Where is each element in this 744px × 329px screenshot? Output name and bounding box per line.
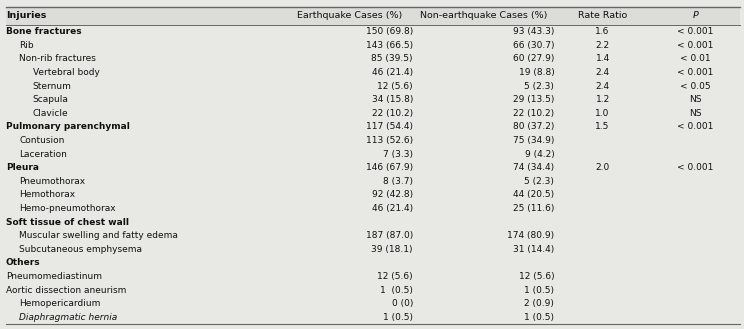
Text: 2.2: 2.2 (596, 41, 609, 50)
Text: Others: Others (6, 258, 41, 267)
Text: Scapula: Scapula (33, 95, 68, 104)
Text: Pneumomediastinum: Pneumomediastinum (6, 272, 102, 281)
Text: < 0.001: < 0.001 (678, 27, 713, 36)
Text: 7 (3.3): 7 (3.3) (383, 150, 413, 159)
Text: 2.4: 2.4 (596, 82, 609, 90)
Text: Bone fractures: Bone fractures (6, 27, 82, 36)
Text: < 0.001: < 0.001 (678, 68, 713, 77)
Text: 2.4: 2.4 (596, 68, 609, 77)
Text: < 0.05: < 0.05 (680, 82, 711, 90)
Text: 1.0: 1.0 (595, 109, 610, 118)
Text: Rate Ratio: Rate Ratio (578, 11, 627, 20)
Text: Vertebral body: Vertebral body (33, 68, 100, 77)
Text: 1 (0.5): 1 (0.5) (525, 313, 554, 322)
Text: Non-earthquake Cases (%): Non-earthquake Cases (%) (420, 11, 548, 20)
Text: Contusion: Contusion (19, 136, 65, 145)
Text: 1 (0.5): 1 (0.5) (383, 313, 413, 322)
Text: 31 (14.4): 31 (14.4) (513, 245, 554, 254)
Text: Soft tissue of chest wall: Soft tissue of chest wall (6, 217, 129, 227)
Text: Laceration: Laceration (19, 150, 67, 159)
Text: < 0.001: < 0.001 (678, 122, 713, 131)
Text: 113 (52.6): 113 (52.6) (366, 136, 413, 145)
Text: 1  (0.5): 1 (0.5) (380, 286, 413, 294)
Text: Aortic dissection aneurism: Aortic dissection aneurism (6, 286, 126, 294)
Text: 0 (0): 0 (0) (391, 299, 413, 308)
Text: Pneumothorax: Pneumothorax (19, 177, 86, 186)
Text: 12 (5.6): 12 (5.6) (377, 272, 413, 281)
Text: 5 (2.3): 5 (2.3) (525, 177, 554, 186)
Text: NS: NS (690, 109, 702, 118)
Text: 74 (34.4): 74 (34.4) (513, 163, 554, 172)
Text: Non-rib fractures: Non-rib fractures (19, 54, 96, 63)
Text: Rib: Rib (19, 41, 34, 50)
Text: Diaphragmatic hernia: Diaphragmatic hernia (19, 313, 118, 322)
Text: 93 (43.3): 93 (43.3) (513, 27, 554, 36)
Text: Sternum: Sternum (33, 82, 71, 90)
Text: 1.4: 1.4 (595, 54, 610, 63)
Text: Earthquake Cases (%): Earthquake Cases (%) (297, 11, 403, 20)
Text: Hemopericardium: Hemopericardium (19, 299, 100, 308)
Text: 66 (30.7): 66 (30.7) (513, 41, 554, 50)
Text: 12 (5.6): 12 (5.6) (377, 82, 413, 90)
Text: 150 (69.8): 150 (69.8) (365, 27, 413, 36)
Text: 1.5: 1.5 (595, 122, 610, 131)
Text: Subcutaneous emphysema: Subcutaneous emphysema (19, 245, 142, 254)
Text: 85 (39.5): 85 (39.5) (371, 54, 413, 63)
Text: Hemothorax: Hemothorax (19, 190, 75, 199)
Bar (6, 7, 740, 25)
Text: 117 (54.4): 117 (54.4) (366, 122, 413, 131)
Text: 9 (4.2): 9 (4.2) (525, 150, 554, 159)
Text: 75 (34.9): 75 (34.9) (513, 136, 554, 145)
Text: 8 (3.7): 8 (3.7) (383, 177, 413, 186)
Text: 174 (80.9): 174 (80.9) (507, 231, 554, 240)
Text: 44 (20.5): 44 (20.5) (513, 190, 554, 199)
Text: 187 (87.0): 187 (87.0) (365, 231, 413, 240)
Text: 29 (13.5): 29 (13.5) (513, 95, 554, 104)
Text: < 0.001: < 0.001 (678, 163, 713, 172)
Text: P: P (693, 11, 699, 20)
Text: 25 (11.6): 25 (11.6) (513, 204, 554, 213)
Text: 22 (10.2): 22 (10.2) (513, 109, 554, 118)
Text: 1 (0.5): 1 (0.5) (525, 286, 554, 294)
Text: Muscular swelling and fatty edema: Muscular swelling and fatty edema (19, 231, 179, 240)
Text: 46 (21.4): 46 (21.4) (372, 204, 413, 213)
Text: 12 (5.6): 12 (5.6) (519, 272, 554, 281)
Text: 19 (8.8): 19 (8.8) (519, 68, 554, 77)
Text: 39 (18.1): 39 (18.1) (371, 245, 413, 254)
Text: 92 (42.8): 92 (42.8) (372, 190, 413, 199)
Text: NS: NS (690, 95, 702, 104)
Text: Pleura: Pleura (6, 163, 39, 172)
Text: 1.2: 1.2 (595, 95, 610, 104)
Text: 60 (27.9): 60 (27.9) (513, 54, 554, 63)
Text: 2.0: 2.0 (595, 163, 610, 172)
Text: 5 (2.3): 5 (2.3) (525, 82, 554, 90)
Text: < 0.001: < 0.001 (678, 41, 713, 50)
Text: 34 (15.8): 34 (15.8) (371, 95, 413, 104)
Text: Pulmonary parenchymal: Pulmonary parenchymal (6, 122, 129, 131)
Text: 2 (0.9): 2 (0.9) (525, 299, 554, 308)
Text: 1.6: 1.6 (595, 27, 610, 36)
Text: 22 (10.2): 22 (10.2) (372, 109, 413, 118)
Text: Clavicle: Clavicle (33, 109, 68, 118)
Text: 143 (66.5): 143 (66.5) (366, 41, 413, 50)
Text: 146 (67.9): 146 (67.9) (366, 163, 413, 172)
Text: 80 (37.2): 80 (37.2) (513, 122, 554, 131)
Text: Injuries: Injuries (6, 11, 46, 20)
Text: Hemo-pneumothorax: Hemo-pneumothorax (19, 204, 116, 213)
Text: < 0.01: < 0.01 (680, 54, 711, 63)
Text: 46 (21.4): 46 (21.4) (372, 68, 413, 77)
